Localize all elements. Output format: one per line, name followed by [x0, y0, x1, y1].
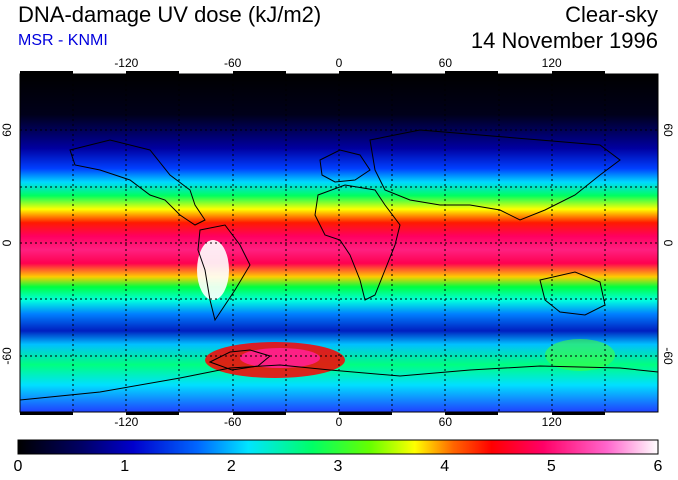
lon-tick-label-top: -120 [114, 56, 139, 70]
date-label: 14 November 1996 [470, 28, 658, 53]
lat-tick-label-left: 60 [0, 123, 14, 138]
colorbar-label: 3 [333, 458, 343, 475]
lon-tick-label-bottom: 60 [438, 415, 452, 429]
colorbar-label: 6 [653, 458, 663, 475]
lon-tick-label-bottom: 0 [335, 415, 343, 429]
colorbar-label: 0 [13, 458, 23, 475]
lon-tick-label-bottom: 120 [541, 415, 562, 429]
sky-condition-label: Clear-sky [565, 2, 658, 27]
lon-tick-label-bottom: -120 [114, 415, 139, 429]
graticule [20, 74, 658, 412]
colorbar-label: 1 [120, 458, 130, 475]
source-label: MSR - KNMI [18, 32, 108, 49]
map-title: DNA-damage UV dose (kJ/m2) [18, 2, 322, 27]
lat-tick-label-right: 0 [661, 239, 675, 247]
lat-tick-label-right: 60 [661, 123, 675, 137]
lon-tick-label-bottom: -60 [223, 415, 242, 429]
lon-tick-label-top: -60 [223, 56, 242, 70]
lon-tick-label-top: 60 [438, 56, 452, 70]
andes-maximum [197, 240, 229, 300]
colorbar-label: 5 [546, 458, 556, 475]
map-border-ticks [20, 71, 605, 415]
colorbar-label: 2 [226, 458, 236, 475]
lat-tick-label-left: 0 [0, 239, 14, 247]
colorbar-label: 4 [440, 458, 450, 475]
lon-tick-label-top: 120 [541, 56, 562, 70]
colorbar [18, 440, 658, 454]
lat-tick-label-left: -60 [0, 346, 14, 365]
lon-tick-label-top: 0 [335, 56, 343, 70]
lat-tick-label-right: -60 [661, 346, 675, 365]
